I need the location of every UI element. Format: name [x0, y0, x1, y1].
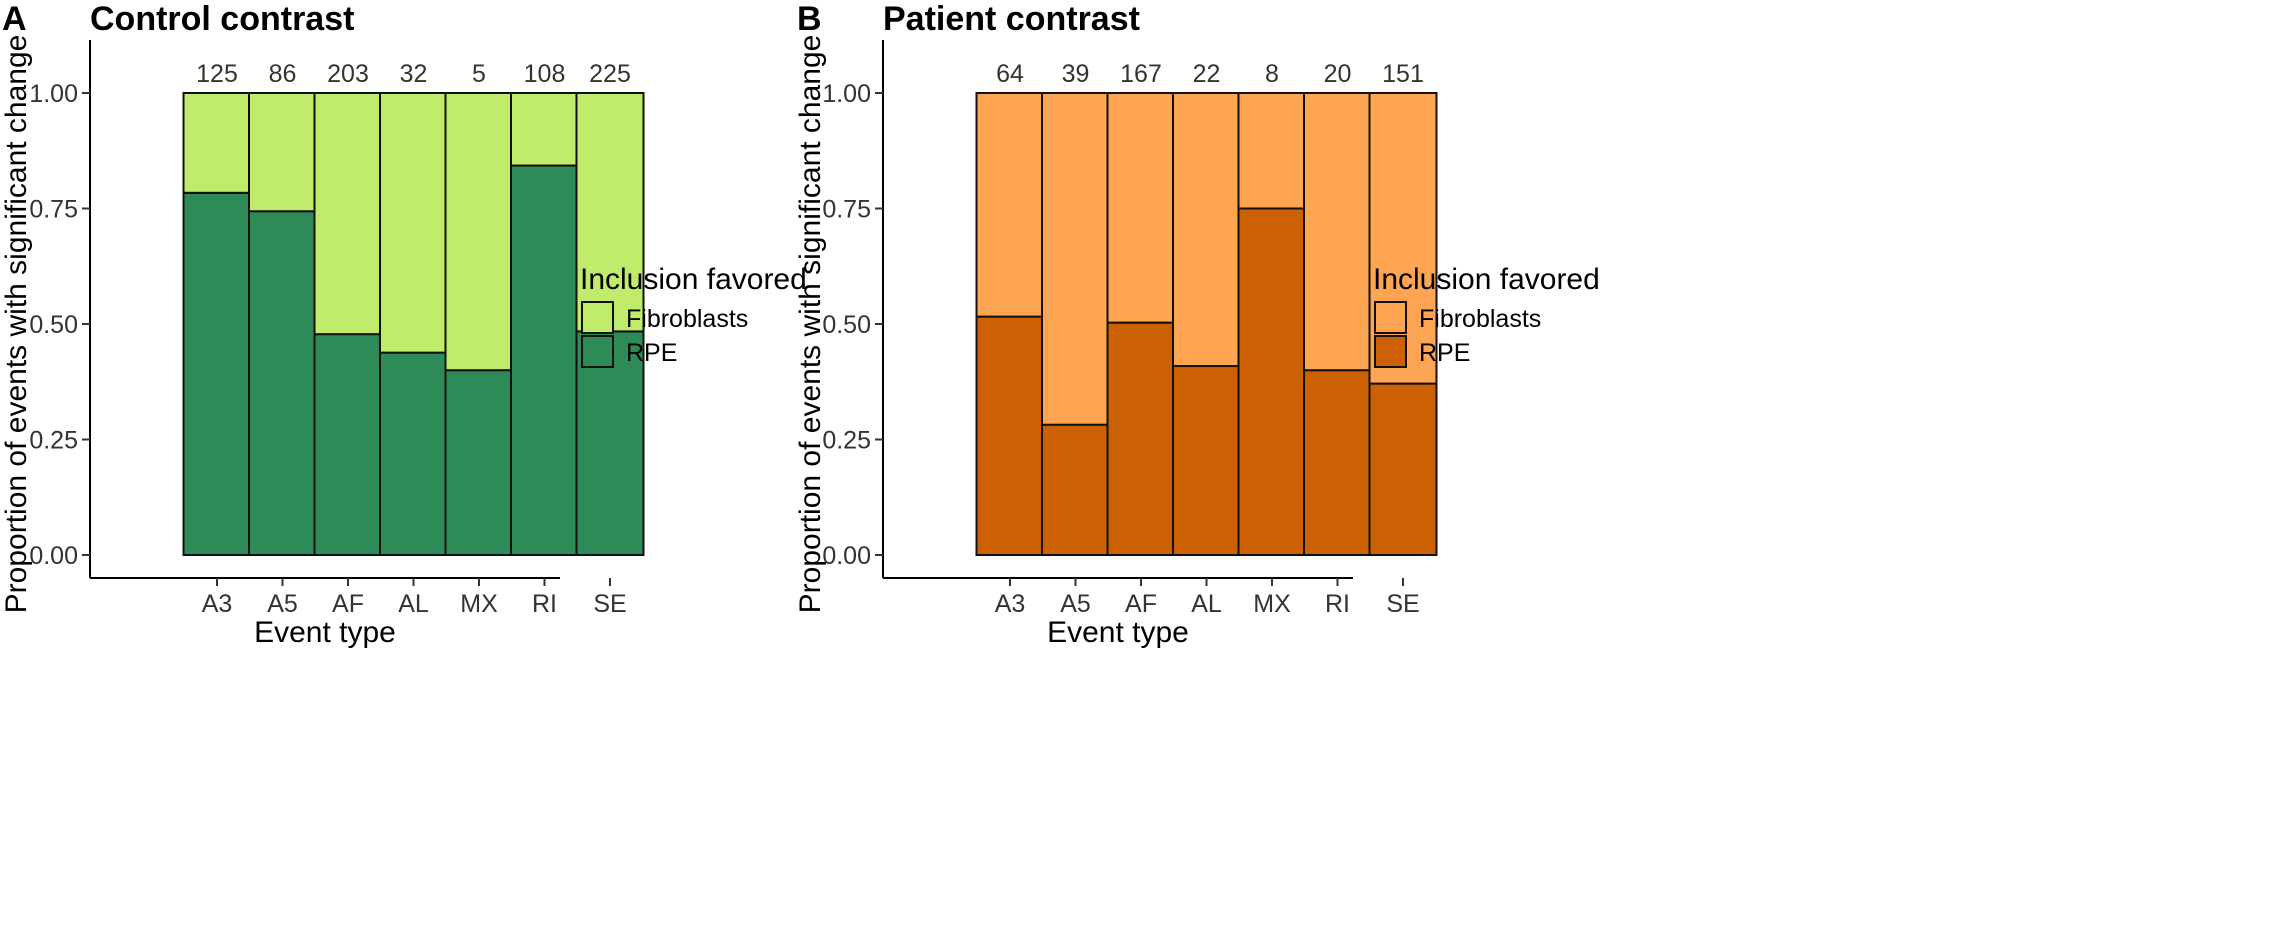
count-label-se: 151	[1382, 60, 1424, 88]
legend-title: Inclusion favored	[580, 263, 807, 296]
x-tick-label-mx: MX	[460, 590, 498, 618]
chart-title: Control contrast	[90, 0, 354, 38]
bar-rpe-ri	[1303, 369, 1372, 557]
bar-rpe-a3	[975, 315, 1045, 556]
legend-label-fibroblasts: Fibroblasts	[1419, 305, 1541, 333]
y-tick-label: 0.75	[822, 196, 871, 224]
count-label-ri: 108	[524, 60, 566, 88]
x-axis-title: Event type	[1047, 616, 1189, 649]
bar-fibroblasts-af	[1106, 92, 1176, 324]
y-tick-label: 0.00	[29, 542, 78, 570]
count-label-se: 225	[589, 60, 631, 88]
bar-rpe-af	[1106, 321, 1176, 557]
bar-fibroblasts-a5	[1041, 92, 1110, 426]
bar-rpe-af	[313, 333, 383, 556]
chart-title: Patient contrast	[883, 0, 1140, 38]
bar-rpe-a5	[248, 210, 317, 556]
x-tick-label-al: AL	[398, 590, 429, 618]
x-tick-label-ri: RI	[1325, 590, 1350, 618]
y-axis-title: Proportion of events with significant ch…	[0, 35, 33, 614]
bar-fibroblasts-a3	[975, 92, 1045, 318]
count-label-a5: 86	[269, 60, 297, 88]
x-tick-label-se: SE	[1386, 590, 1419, 618]
y-tick-label: 1.00	[29, 80, 78, 108]
legend-key-rpe	[581, 335, 614, 368]
x-tick-label-a3: A3	[202, 590, 233, 618]
bar-fibroblasts-ri	[1303, 92, 1372, 372]
bar-fibroblasts-mx	[444, 92, 514, 372]
legend-key-fibroblasts	[1374, 301, 1407, 334]
panel-b: B Patient contrast 0.00 0.25 0.50 0.75 1.00Pro…	[794, 0, 1600, 649]
bar-rpe-al	[379, 351, 448, 557]
count-label-al: 32	[400, 60, 428, 88]
legend-title: Inclusion favored	[1373, 263, 1600, 296]
count-label-af: 167	[1120, 60, 1162, 88]
count-label-a3: 125	[196, 60, 238, 88]
bar-fibroblasts-al	[1172, 92, 1241, 368]
x-tick-label-af: AF	[1125, 590, 1157, 618]
x-tick-label-mx: MX	[1253, 590, 1291, 618]
count-label-ri: 20	[1324, 60, 1352, 88]
count-label-al: 22	[1193, 60, 1221, 88]
legend-key-rpe	[1374, 335, 1407, 368]
y-axis-title: Proportion of events with significant ch…	[794, 35, 827, 614]
y-tick-label: 0.25	[822, 427, 871, 455]
bar-rpe-a3	[182, 191, 252, 557]
panel-letter: A	[2, 0, 27, 38]
legend-key-fibroblasts	[581, 301, 614, 334]
x-tick-label-a3: A3	[995, 590, 1026, 618]
bar-rpe-ri	[510, 164, 579, 556]
bar-rpe-al	[1172, 365, 1241, 556]
y-tick-label: 0.50	[29, 311, 78, 339]
bar-fibroblasts-ri	[510, 92, 579, 167]
x-tick-label-a5: A5	[1060, 590, 1091, 618]
x-axis-title: Event type	[254, 616, 396, 649]
x-tick-label-ri: RI	[532, 590, 557, 618]
y-tick-label: 1.00	[822, 80, 871, 108]
bar-fibroblasts-mx	[1237, 92, 1307, 210]
y-tick-label: 0.75	[29, 196, 78, 224]
bar-rpe-mx	[1237, 207, 1307, 556]
bar-fibroblasts-a5	[248, 92, 317, 213]
legend-label-fibroblasts: Fibroblasts	[626, 305, 748, 333]
panel-letter: B	[797, 0, 822, 38]
x-tick-label-al: AL	[1191, 590, 1222, 618]
x-tick-label-se: SE	[593, 590, 626, 618]
x-tick-label-af: AF	[332, 590, 364, 618]
bar-fibroblasts-af	[313, 92, 383, 336]
legend-label-rpe: RPE	[626, 339, 677, 367]
bar-rpe-se	[1368, 382, 1438, 556]
legend: Inclusion favored Fibroblasts RPE	[580, 263, 807, 368]
legend: Inclusion favored Fibroblasts RPE	[1373, 263, 1600, 368]
count-label-mx: 8	[1265, 60, 1279, 88]
bar-rpe-mx	[444, 369, 514, 557]
y-tick-label: 0.00	[822, 542, 871, 570]
legend-label-rpe: RPE	[1419, 339, 1470, 367]
bar-fibroblasts-al	[379, 92, 448, 354]
bar-rpe-se	[575, 330, 645, 556]
count-label-a5: 39	[1062, 60, 1090, 88]
bar-fibroblasts-a3	[182, 92, 252, 194]
x-tick-label-a5: A5	[267, 590, 298, 618]
count-label-af: 203	[327, 60, 369, 88]
bar-rpe-a5	[1041, 423, 1110, 556]
panel-a: A Control contrast 0.00 0.25 0.50 0.75 1.00Pro…	[0, 0, 807, 649]
count-label-mx: 5	[472, 60, 486, 88]
y-tick-label: 0.25	[29, 427, 78, 455]
count-label-a3: 64	[996, 60, 1024, 88]
y-tick-label: 0.50	[822, 311, 871, 339]
